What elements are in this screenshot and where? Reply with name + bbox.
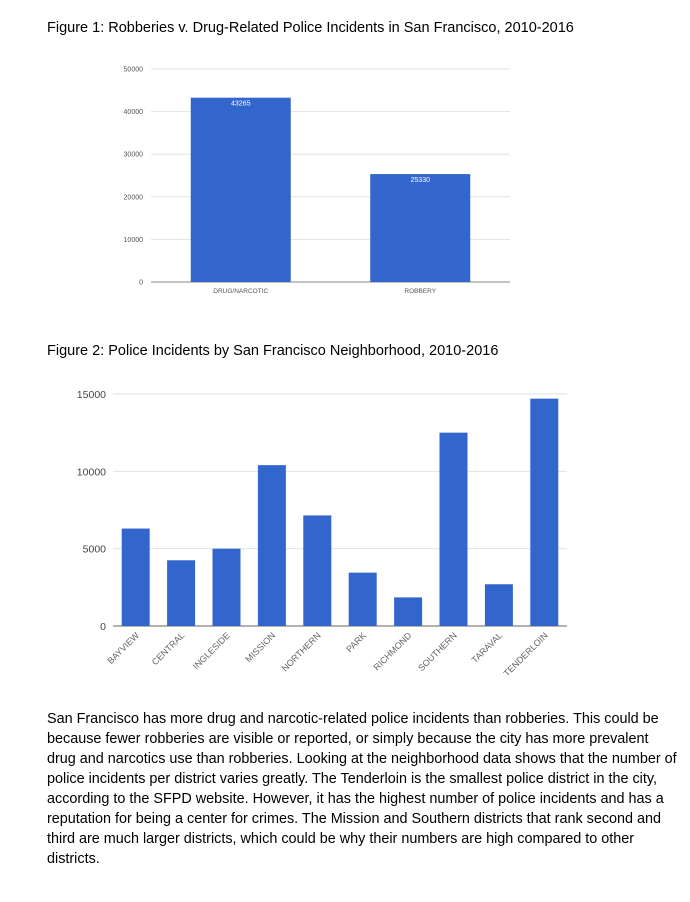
- x-tick-label: RICHMOND: [371, 630, 413, 672]
- bar: [121, 528, 150, 626]
- y-tick-label: 20000: [124, 194, 144, 201]
- x-tick-label: SOUTHERN: [416, 630, 459, 673]
- x-tick-label: MISSION: [243, 630, 277, 664]
- x-tick-label: TARAVAL: [470, 630, 505, 665]
- figure-2-title: Figure 2: Police Incidents by San Franci…: [47, 343, 499, 359]
- analysis-paragraph: San Francisco has more drug and narcotic…: [47, 711, 677, 867]
- data-label: 25330: [411, 177, 431, 184]
- y-tick-label: 10000: [77, 466, 106, 478]
- bar: [439, 432, 468, 626]
- x-tick-label: CENTRAL: [150, 630, 187, 667]
- bar: [348, 572, 377, 626]
- x-tick-label: BAYVIEW: [106, 630, 142, 666]
- bar: [212, 548, 241, 626]
- bar-chart-incidents-by-neighborhood: 0 5000 10000 15000 BAYVIEW CENTRAL INGLESIDE MI…: [77, 389, 567, 678]
- bar-chart-robberies-vs-drug: 0 10000 20000 30000 40000 50000 43265 DRUG/NARC…: [124, 67, 510, 295]
- x-tick-label: NORTHERN: [280, 630, 323, 673]
- y-tick-label: 40000: [124, 109, 144, 116]
- y-tick-label: 10000: [124, 237, 144, 244]
- figure-1-title: Figure 1: Robberies v. Drug-Related Poli…: [47, 20, 574, 36]
- y-tick-label: 0: [139, 280, 143, 287]
- x-tick-label: PARK: [344, 630, 368, 654]
- bar: [394, 597, 423, 626]
- data-label: 43265: [231, 101, 251, 108]
- x-tick-label: ROBBERY: [404, 288, 436, 295]
- bar: [257, 465, 286, 626]
- bar: [484, 584, 513, 626]
- bar: [303, 515, 332, 626]
- bar: [167, 560, 196, 626]
- bar: [530, 398, 559, 626]
- bar: [190, 97, 291, 282]
- y-tick-label: 30000: [124, 152, 144, 159]
- x-tick-label: INGLESIDE: [191, 630, 232, 671]
- y-tick-label: 0: [100, 621, 106, 633]
- y-tick-label: 5000: [83, 544, 107, 556]
- x-tick-label: TENDERLOIN: [502, 630, 550, 678]
- y-tick-label: 50000: [124, 67, 144, 74]
- y-tick-label: 15000: [77, 389, 106, 401]
- x-tick-label: DRUG/NARCOTIC: [213, 288, 268, 295]
- bar: [370, 174, 471, 282]
